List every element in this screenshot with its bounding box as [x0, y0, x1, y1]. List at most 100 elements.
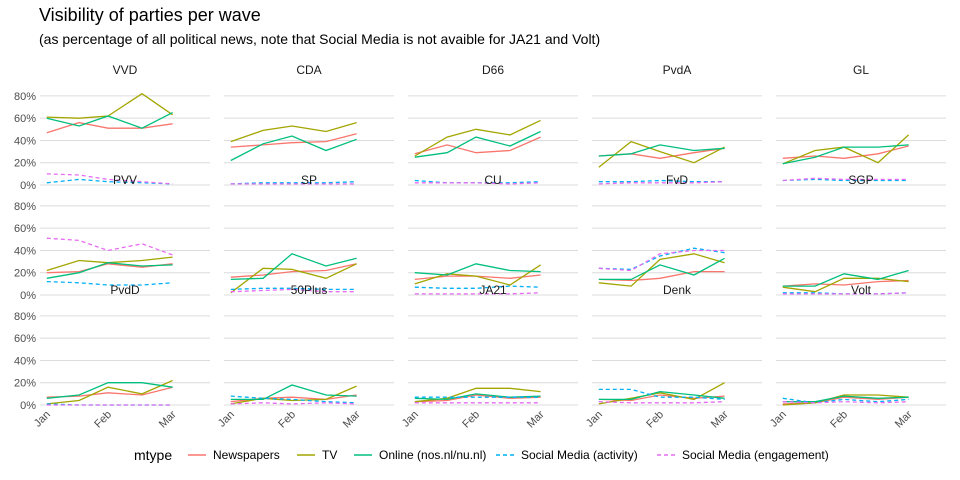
series-line-50plus-online-nos-nl-nu-nl [230, 384, 357, 401]
x-tick-label: Feb [92, 409, 114, 431]
series-line-sgp-online-nos-nl-nu-nl [782, 269, 909, 287]
y-tick-label: 0% [20, 180, 36, 192]
x-tick-label: Jan [584, 409, 605, 430]
series-line-d66-social-media-engagement [414, 182, 541, 185]
series-line-d66-newspapers [414, 136, 541, 155]
series-line-vvd-online-nos-nl-nu-nl [46, 112, 173, 129]
series-line-pvda-social-media-activity [598, 179, 725, 183]
series-line-fvd-social-media-engagement [598, 249, 725, 272]
series-line-sp-social-media-engagement [230, 288, 357, 293]
series-line-vvd-newspapers [46, 121, 173, 134]
series-line-sp-social-media-activity [230, 287, 357, 291]
series-line-denk-tv [598, 382, 725, 405]
x-tick-label: Mar [157, 408, 179, 430]
x-tick-label: Mar [709, 408, 731, 430]
series-line-sgp-social-media-engagement [782, 292, 909, 295]
chart-subtitle: (as percentage of all political news, no… [39, 31, 601, 47]
y-tick-label: 40% [14, 135, 36, 147]
series-line-sgp-newspapers [782, 279, 909, 287]
series-line-gl-social-media-engagement [782, 177, 909, 182]
x-tick-label: Feb [276, 409, 298, 431]
series-line-volt-social-media-activity [782, 397, 909, 404]
series-line-cu-tv [414, 264, 541, 286]
series-line-sp-tv [230, 263, 357, 294]
series-line-sgp-tv [782, 277, 909, 293]
x-tick-label: Jan [768, 409, 789, 430]
y-tick-label: 60% [14, 333, 36, 345]
series-line-pvda-social-media-engagement [598, 181, 725, 185]
panel-title-sp: SP [301, 173, 317, 187]
y-tick-label: 80% [14, 91, 36, 103]
series-line-pvda-tv [598, 140, 725, 168]
x-tick-label: Feb [644, 409, 666, 431]
y-tick-label: 0% [20, 290, 36, 302]
series-line-50plus-social-media-activity [230, 395, 357, 404]
series-line-ja21-newspapers [414, 394, 541, 403]
x-tick-label: Mar [525, 408, 547, 430]
panel-title-fvd: FvD [666, 173, 688, 187]
x-tick-label: Mar [341, 408, 363, 430]
series-line-pvv-online-nos-nl-nu-nl [46, 262, 173, 279]
legend-title: mtype [134, 447, 172, 463]
panel-title-ja21: JA21 [479, 283, 507, 297]
panel-title-sgp: SGP [848, 173, 873, 187]
series-line-cda-online-nos-nl-nu-nl [230, 135, 357, 162]
series-line-cda-social-media-activity [230, 181, 357, 185]
legend-label-newspapers: Newspapers [213, 448, 280, 462]
series-line-d66-social-media-activity [414, 179, 541, 184]
series-line-pvv-social-media-activity [46, 280, 173, 286]
series-line-pvda-online-nos-nl-nu-nl [598, 144, 725, 157]
legend-label-tv: TV [322, 448, 337, 462]
legend-label-social-media-engagement: Social Media (engagement) [682, 448, 829, 462]
panel-title-gl: GL [853, 63, 869, 77]
y-tick-label: 40% [14, 355, 36, 367]
x-tick-label: Feb [828, 409, 850, 431]
series-line-cda-tv [230, 121, 357, 143]
series-line-vvd-tv [46, 92, 173, 119]
y-tick-label: 80% [14, 311, 36, 323]
series-line-cu-social-media-engagement [414, 292, 541, 295]
y-tick-label: 20% [14, 158, 36, 170]
series-line-d66-online-nos-nl-nu-nl [414, 130, 541, 158]
series-line-cda-newspapers [230, 133, 357, 148]
series-line-denk-social-media-activity [598, 388, 725, 401]
panel-title-denk: Denk [663, 283, 692, 297]
y-tick-label: 20% [14, 268, 36, 280]
y-tick-label: 20% [14, 378, 36, 390]
series-line-gl-online-nos-nl-nu-nl [782, 144, 909, 165]
series-line-fvd-newspapers [598, 270, 725, 282]
x-tick-label: Jan [400, 409, 421, 430]
panel-title-vvd: VVD [113, 63, 138, 77]
series-line-cu-online-nos-nl-nu-nl [414, 263, 541, 276]
x-tick-label: Mar [893, 408, 915, 430]
legend-label-online-nos-nl-nu-nl: Online (nos.nl/nu.nl) [379, 448, 486, 462]
series-line-50plus-social-media-engagement [230, 402, 357, 405]
series-line-gl-social-media-activity [782, 178, 909, 182]
series-line-fvd-online-nos-nl-nu-nl [598, 257, 725, 281]
panel-title-cu: CU [484, 173, 501, 187]
panel-title-pvda: PvdA [663, 63, 692, 77]
panel-title-cda: CDA [296, 63, 321, 77]
series-line-d66-tv [414, 119, 541, 157]
y-tick-label: 40% [14, 245, 36, 257]
y-tick-label: 80% [14, 201, 36, 213]
series-line-gl-newspapers [782, 145, 909, 159]
series-line-pvdd-online-nos-nl-nu-nl [46, 382, 173, 399]
series-line-vvd-social-media-activity [46, 178, 173, 185]
series-line-fvd-tv [598, 253, 725, 287]
series-line-fvd-social-media-activity [598, 247, 725, 271]
panel-title-pvdd: PvdD [110, 283, 140, 297]
panel-title-50plus: 50Plus [291, 283, 328, 297]
series-line-pvv-social-media-engagement [46, 237, 173, 256]
panel-title-d66: D66 [482, 63, 504, 77]
y-tick-label: 60% [14, 113, 36, 125]
series-line-denk-online-nos-nl-nu-nl [598, 390, 725, 401]
series-line-sp-online-nos-nl-nu-nl [230, 253, 357, 281]
series-line-pvdd-tv [46, 379, 173, 405]
panel-title-volt: Volt [851, 283, 872, 297]
chart-title: Visibility of parties per wave [39, 5, 261, 25]
series-line-cu-social-media-activity [414, 285, 541, 289]
legend-label-social-media-activity: Social Media (activity) [521, 448, 638, 462]
x-tick-label: Jan [216, 409, 237, 430]
